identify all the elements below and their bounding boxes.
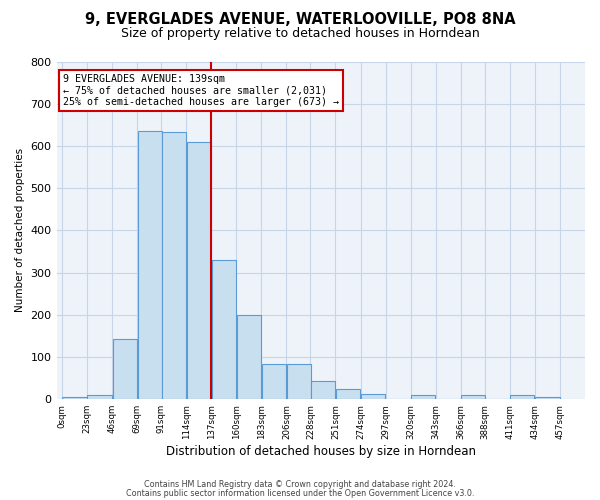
Bar <box>187 142 211 399</box>
Bar <box>461 395 485 399</box>
Text: 9, EVERGLADES AVENUE, WATERLOOVILLE, PO8 8NA: 9, EVERGLADES AVENUE, WATERLOOVILLE, PO8… <box>85 12 515 28</box>
Bar <box>237 315 261 399</box>
Bar <box>113 339 137 399</box>
Bar <box>137 130 162 399</box>
Bar <box>411 395 435 399</box>
Y-axis label: Number of detached properties: Number of detached properties <box>15 148 25 312</box>
Text: Size of property relative to detached houses in Horndean: Size of property relative to detached ho… <box>121 28 479 40</box>
Bar <box>161 132 186 399</box>
Bar <box>212 260 236 399</box>
Bar <box>535 397 560 399</box>
Text: Contains HM Land Registry data © Crown copyright and database right 2024.: Contains HM Land Registry data © Crown c… <box>144 480 456 489</box>
Bar <box>311 381 335 399</box>
Text: 9 EVERGLADES AVENUE: 139sqm
← 75% of detached houses are smaller (2,031)
25% of : 9 EVERGLADES AVENUE: 139sqm ← 75% of det… <box>62 74 338 108</box>
Bar <box>62 397 86 399</box>
Bar <box>287 364 311 399</box>
Bar <box>336 388 360 399</box>
X-axis label: Distribution of detached houses by size in Horndean: Distribution of detached houses by size … <box>166 444 476 458</box>
Bar <box>510 395 535 399</box>
Bar <box>361 394 385 399</box>
Bar <box>262 364 286 399</box>
Bar <box>88 395 112 399</box>
Text: Contains public sector information licensed under the Open Government Licence v3: Contains public sector information licen… <box>126 488 474 498</box>
